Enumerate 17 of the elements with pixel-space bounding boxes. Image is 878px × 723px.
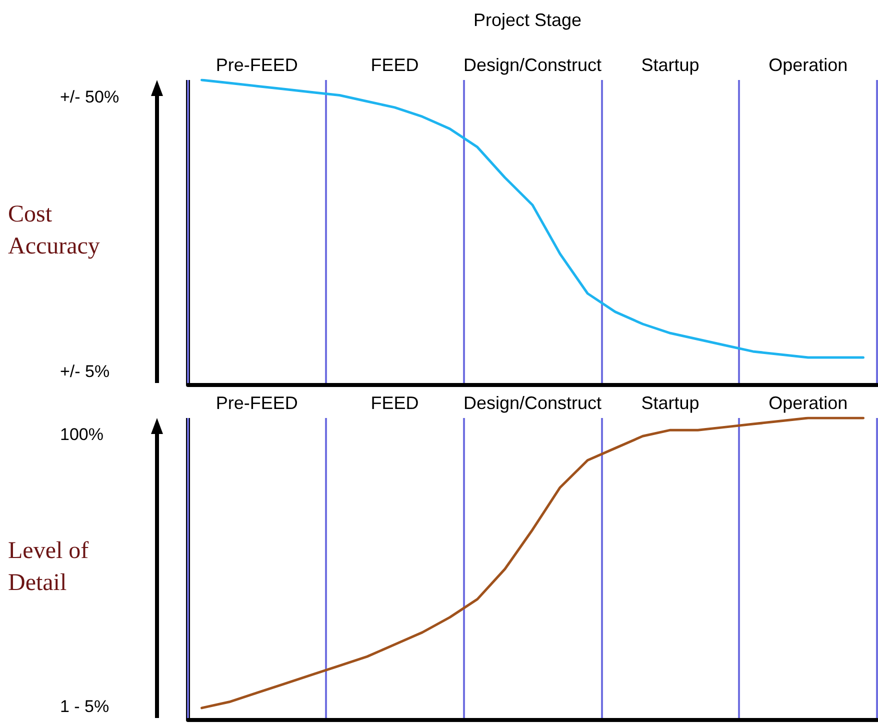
x-tick-label: Pre-FEED [216,393,298,413]
x-tick-label: Operation [768,55,848,75]
x-tick-label: FEED [370,55,419,75]
text: +/- 5% [60,362,110,381]
x-tick-label: Design/Construct [463,55,602,75]
y-axis-title: Level of Detail [8,538,95,596]
x-tick-label: Design/Construct [463,393,602,413]
y-axis-title: Cost Accuracy [8,202,100,260]
x-tick-label: Startup [641,393,700,413]
x-tick-label: Startup [641,55,700,75]
x-tick-label: Operation [768,393,848,413]
text: 100% [60,425,104,444]
x-tick-label: FEED [370,393,419,413]
chart-title: Project Stage [473,10,582,30]
text: 1 - 5% [60,696,110,716]
x-tick-label: Pre-FEED [216,55,298,75]
text: +/- 50% [60,87,120,106]
